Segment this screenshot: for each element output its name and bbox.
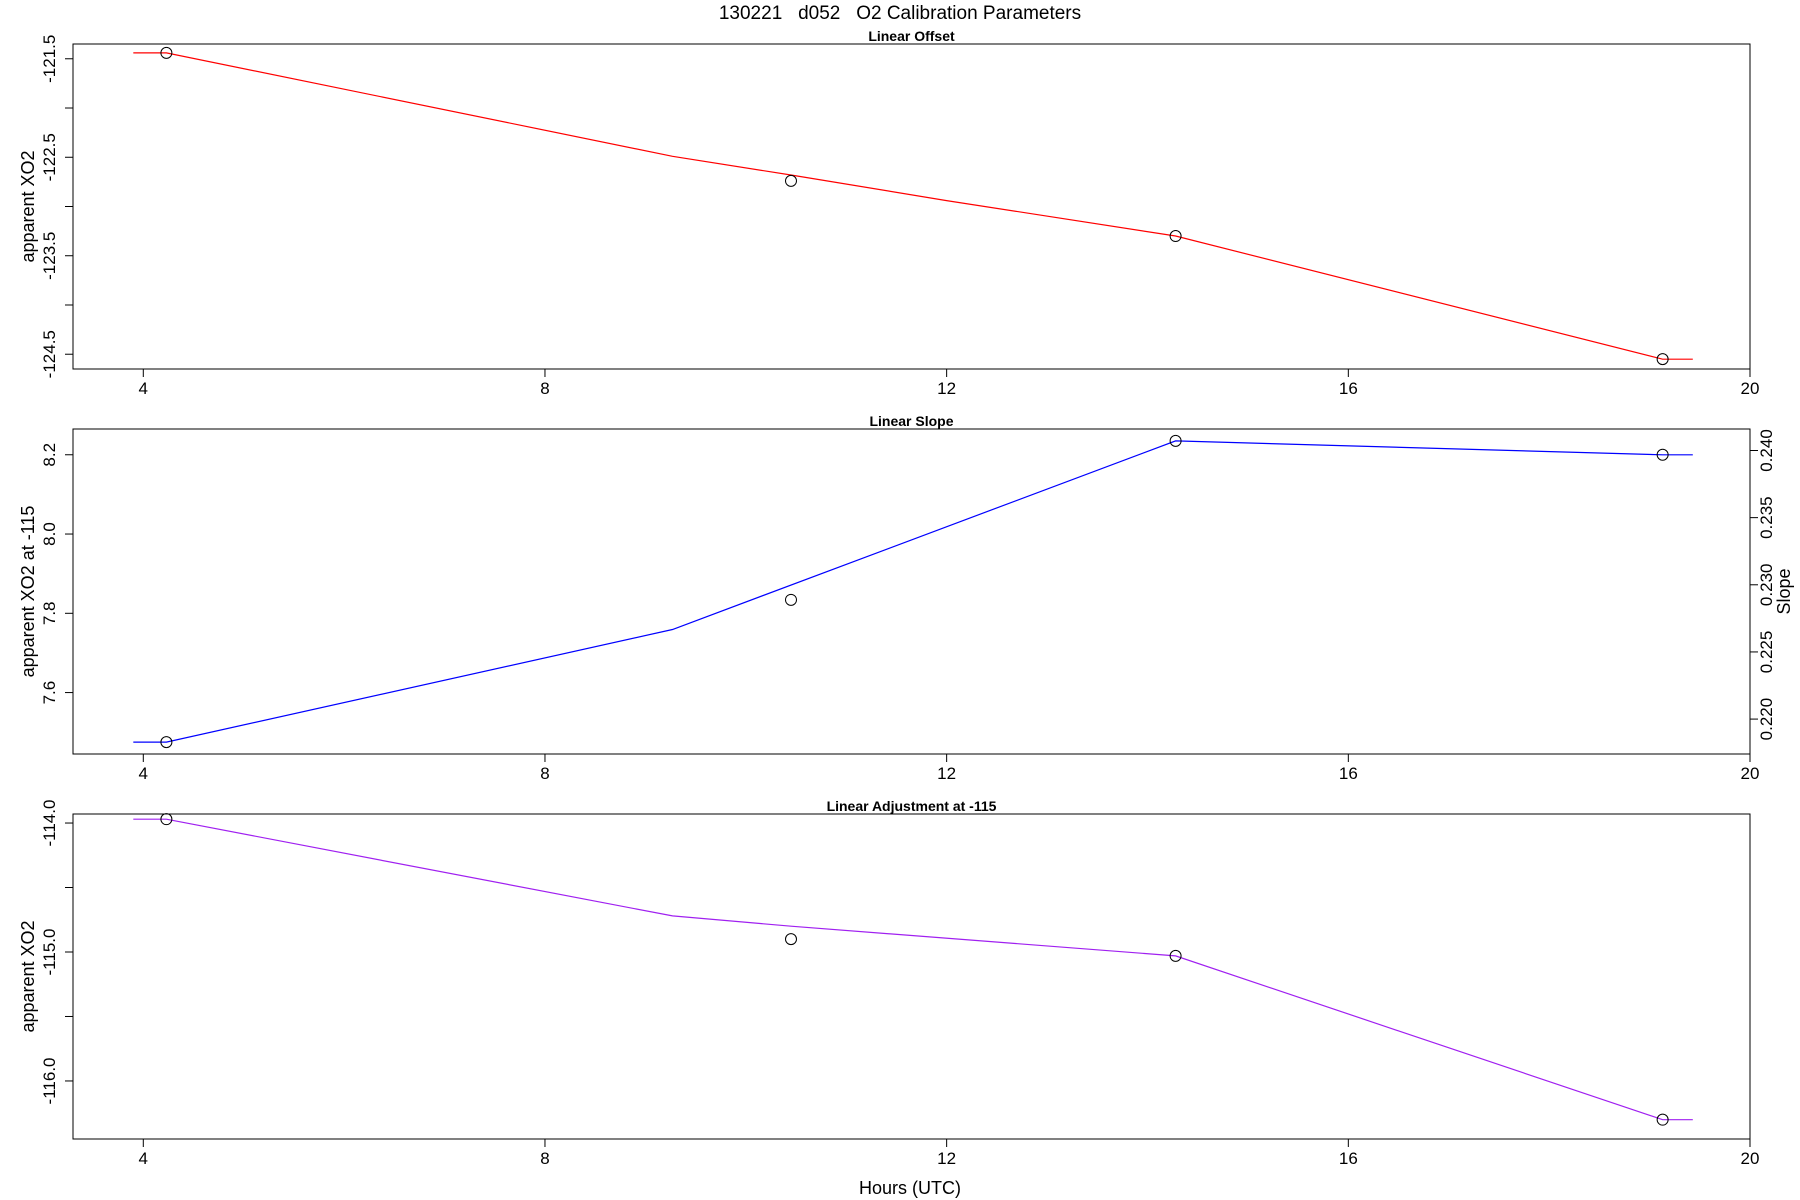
y2-tick-label: 0.240 [1757, 429, 1776, 472]
x-tick-label: 12 [937, 1149, 956, 1168]
y2-axis-label: Slope [1774, 568, 1794, 614]
y-tick-label: -114.0 [40, 800, 59, 847]
x-tick-label: 16 [1339, 764, 1358, 783]
data-point [160, 46, 173, 59]
data-point [1169, 434, 1182, 447]
y-axis-label: apparent XO2 at -115 [18, 506, 38, 678]
data-point [784, 933, 797, 946]
y-tick-label: 7.8 [40, 601, 59, 625]
x-tick-label: 12 [937, 379, 956, 398]
plot-frame [72, 428, 1751, 755]
x-tick-label: 8 [540, 764, 549, 783]
y2-tick-label: 0.220 [1757, 698, 1776, 741]
panel-title: Linear Slope [869, 413, 953, 429]
y-axis-label: apparent XO2 [18, 920, 38, 1032]
data-point [784, 593, 797, 606]
series-line [133, 440, 1693, 743]
data-point [160, 813, 173, 826]
series-line [133, 818, 1693, 1121]
panel-linear-offset: Linear Offset 4 8 12 16 20 -121.5 -122.5 -123.5 -… [18, 28, 1759, 398]
x-tick-label: 4 [139, 1149, 148, 1168]
x-tick-label: 20 [1741, 379, 1760, 398]
series-line [133, 52, 1693, 360]
y-tick-label: 8.2 [40, 443, 59, 467]
x-tick-label: 12 [937, 764, 956, 783]
data-point [1656, 448, 1669, 461]
y2-tick-label: 0.235 [1757, 496, 1776, 539]
x-tick-label: 4 [139, 379, 148, 398]
y-tick-label: 8.0 [40, 522, 59, 546]
plot-frame [72, 813, 1751, 1140]
x-axis-label: Hours (UTC) [859, 1178, 961, 1198]
y-tick-label: -116.0 [40, 1057, 59, 1104]
x-tick-label: 20 [1741, 1149, 1760, 1168]
panel-linear-slope: Linear Slope 4 8 12 16 20 7.6 7.8 8.0 8.2 apparent… [18, 413, 1794, 783]
data-point [1169, 230, 1182, 243]
plot-frame [72, 43, 1751, 370]
data-point [1656, 353, 1669, 366]
panel-linear-adjustment: Linear Adjustment at -115 4 8 12 16 20 -114.0 -… [18, 798, 1759, 1168]
figure-title: 130221 d052 O2 Calibration Parameters [719, 3, 1081, 24]
y-tick-label: -121.5 [40, 35, 59, 83]
x-tick-label: 8 [540, 379, 549, 398]
x-tick-label: 20 [1741, 764, 1760, 783]
y-axis-label: apparent XO2 [18, 150, 38, 262]
y-tick-label: 7.6 [40, 681, 59, 705]
y-tick-label: -115.0 [40, 929, 59, 976]
y2-tick-label: 0.230 [1757, 564, 1776, 607]
data-point [1169, 949, 1182, 962]
panel-title: Linear Offset [868, 28, 955, 44]
x-tick-label: 4 [139, 764, 148, 783]
x-tick-label: 16 [1339, 1149, 1358, 1168]
data-point [1656, 1113, 1669, 1126]
y-tick-label: -123.5 [40, 232, 59, 280]
y2-tick-label: 0.225 [1757, 631, 1776, 674]
x-tick-label: 8 [540, 1149, 549, 1168]
y-tick-label: -122.5 [40, 133, 59, 181]
data-point [160, 736, 173, 749]
panel-title: Linear Adjustment at -115 [827, 798, 997, 814]
x-tick-label: 16 [1339, 379, 1358, 398]
data-point [784, 174, 797, 187]
y-tick-label: -124.5 [40, 330, 59, 378]
